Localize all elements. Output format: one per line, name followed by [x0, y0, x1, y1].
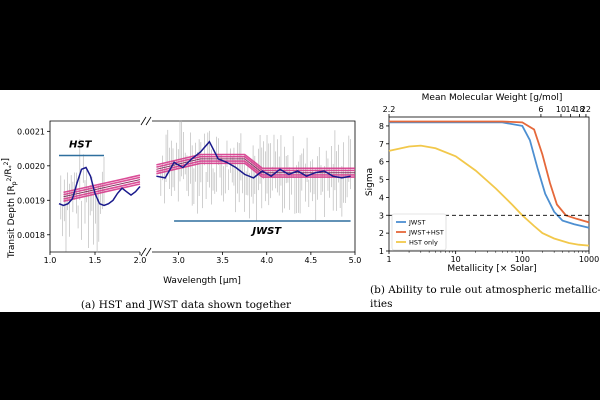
- x-tick-label: 4.0: [260, 256, 273, 265]
- x-tick-label: 2.0: [134, 256, 147, 265]
- axis-break-mark: [145, 247, 152, 257]
- panel-b-top-xlabel: Mean Molecular Weight [g/mol]: [422, 93, 563, 103]
- y-tick-label: 5: [379, 176, 384, 185]
- model-band-line: [156, 162, 355, 178]
- x-tick-label: 3.0: [172, 256, 185, 265]
- y-tick-label: 2: [379, 229, 384, 238]
- y-tick-label: 1: [379, 247, 384, 256]
- x-tick-label: 10: [451, 255, 461, 264]
- series-line-jwst: [389, 121, 590, 229]
- x-tick-label: 4.5: [305, 256, 318, 265]
- series-line-jwst-hst: [389, 120, 590, 224]
- y-tick-label: 0.0020: [17, 162, 45, 171]
- x-tick-label: 5.0: [349, 256, 362, 265]
- legend-label: HST only: [409, 239, 438, 247]
- series-line-hst-only: [388, 144, 590, 247]
- panel-a-xlabel: Wavelength [µm]: [163, 276, 241, 286]
- axis-break-mark: [140, 116, 147, 126]
- annotation-label-hst: HST: [69, 139, 93, 150]
- legend-label: JWST+HST: [408, 229, 444, 237]
- y-tick-label: 8: [379, 122, 384, 131]
- legend-box: [391, 213, 447, 251]
- hst-model-line: [58, 166, 141, 207]
- model-band-line: [156, 153, 355, 170]
- x-tick-label: 1000: [579, 255, 599, 264]
- top-tick-label: 14: [566, 105, 576, 114]
- y-tick-label: 0.0018: [17, 231, 45, 240]
- panel-a-ticks: 1.0 1.5 2.0 3.0 3.5 4.0 4.5 5.0 0.0018 0.0019 0.00…: [17, 127, 361, 265]
- top-tick-label: 2.2: [383, 105, 396, 114]
- panel-b-legend: JWST JWST+HST HST only: [391, 213, 447, 251]
- legend-label: JWST: [408, 219, 425, 227]
- model-band-line: [63, 179, 141, 198]
- panel-a-ylabel: Transit Depth [Rp2/R*2]: [1, 158, 18, 259]
- x-tick-label: 100: [515, 255, 530, 264]
- top-tick-label: 22: [581, 105, 591, 114]
- y-tick-label: 0.0021: [17, 127, 45, 136]
- panel-b-axes: [388, 116, 590, 252]
- x-tick-label: 1.0: [44, 256, 57, 265]
- x-tick-label: 1.5: [89, 256, 102, 265]
- model-band-line: [156, 155, 355, 172]
- y-tick-label: 3: [379, 211, 384, 220]
- y-tick-label: 0.0019: [17, 196, 45, 205]
- panel-b-ylabel: Sigma: [365, 168, 375, 196]
- panel-a-jwst-frame: [152, 120, 356, 253]
- axis-break-mark: [145, 116, 152, 126]
- top-tick-label: 6: [538, 105, 543, 114]
- model-band-line: [63, 183, 141, 202]
- top-tick-label: 10: [556, 105, 566, 114]
- axis-break-mark: [140, 247, 147, 257]
- model-band-line: [63, 174, 141, 194]
- panel-b-caption-line1: (b) Ability to rule out atmospheric meta…: [370, 284, 600, 296]
- panel-b-frame: [388, 116, 590, 252]
- panel-a-caption: (a) HST and JWST data shown together: [81, 299, 292, 311]
- x-tick-label: 1: [386, 255, 391, 264]
- panel-b-data: [388, 120, 590, 247]
- y-tick-label: 4: [379, 193, 384, 202]
- jwst-model-line: [156, 140, 351, 179]
- figure-svg: HST JWST 1.0 1.5 2.0 3.0 3.5 4.0 4.5 5.0 0.0018 0.…: [1, 93, 600, 311]
- annotation-label-jwst: JWST: [250, 226, 282, 237]
- top-tick-label: 18: [574, 105, 584, 114]
- panel-b-xlabel: Metallicity [× Solar]: [447, 264, 536, 274]
- model-band-line: [63, 181, 141, 200]
- y-tick-label: 6: [379, 158, 384, 167]
- y-tick-label: 7: [379, 140, 384, 149]
- x-tick-label: 3.5: [216, 256, 229, 265]
- model-band-line: [63, 176, 141, 196]
- panel-b-caption-line2: ities: [370, 298, 393, 310]
- figure-panel: HST JWST 1.0 1.5 2.0 3.0 3.5 4.0 4.5 5.0 0.0018 0.…: [0, 90, 600, 312]
- panel-a-data: HST JWST: [58, 120, 355, 253]
